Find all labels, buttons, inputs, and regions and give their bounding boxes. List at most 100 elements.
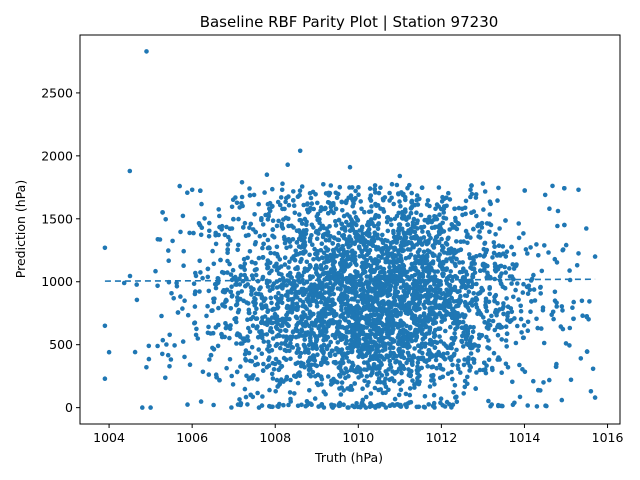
scatter-point (341, 225, 347, 230)
scatter-point (422, 394, 428, 399)
scatter-point (214, 281, 219, 287)
scatter-point (528, 245, 533, 250)
scatter-point (456, 358, 461, 364)
scatter-point (294, 283, 300, 288)
scatter-point (497, 307, 503, 312)
scatter-point (464, 293, 470, 299)
scatter-point (222, 232, 228, 238)
scatter-point (539, 326, 544, 331)
scatter-point (304, 259, 310, 265)
scatter-point (350, 360, 355, 366)
scatter-point (364, 394, 369, 400)
scatter-point (192, 291, 198, 297)
scatter-point (448, 324, 453, 330)
scatter-point (447, 273, 453, 279)
scatter-point (380, 309, 386, 314)
scatter-point (487, 212, 493, 217)
scatter-point (505, 365, 511, 370)
scatter-point (357, 253, 362, 259)
scatter-point (224, 224, 229, 230)
scatter-point (217, 377, 222, 383)
scatter-point (403, 197, 408, 203)
scatter-point (270, 227, 276, 232)
scatter-point (436, 349, 441, 355)
scatter-point (471, 226, 476, 232)
scatter-point (394, 313, 400, 319)
scatter-point (303, 312, 308, 318)
scatter-point (458, 370, 463, 375)
scatter-point (377, 289, 382, 295)
scatter-point (518, 316, 524, 322)
scatter-point (326, 193, 332, 198)
scatter-point (361, 288, 367, 294)
scatter-point (451, 320, 456, 326)
scatter-point (495, 253, 500, 258)
scatter-point (481, 268, 487, 273)
scatter-point (393, 288, 398, 294)
scatter-point (550, 183, 555, 189)
scatter-point (405, 247, 411, 252)
scatter-point (339, 307, 344, 313)
scatter-point (451, 353, 457, 358)
scatter-point (388, 336, 393, 342)
scatter-point (272, 251, 277, 256)
scatter-point (567, 325, 573, 331)
scatter-point (321, 333, 326, 339)
scatter-point (246, 376, 252, 382)
scatter-point (319, 241, 325, 246)
scatter-point (432, 274, 438, 279)
scatter-point (146, 356, 152, 362)
scatter-point (367, 357, 373, 363)
scatter-point (352, 254, 358, 259)
scatter-point (496, 402, 501, 408)
scatter-point (392, 403, 397, 408)
scatter-point (166, 258, 171, 264)
scatter-point (329, 402, 334, 408)
scatter-point (424, 358, 429, 363)
scatter-point (492, 327, 498, 333)
scatter-point (403, 391, 409, 397)
scatter-point (426, 348, 432, 353)
scatter-point (504, 296, 509, 301)
scatter-point (368, 372, 374, 378)
scatter-point (364, 274, 370, 279)
scatter-point (430, 403, 436, 409)
scatter-point (310, 369, 316, 375)
y-tick-label: 2500 (41, 85, 73, 100)
scatter-point (358, 405, 363, 410)
scatter-point (500, 403, 505, 409)
scatter-point (406, 367, 411, 372)
scatter-point (340, 208, 345, 213)
scatter-point (315, 217, 321, 223)
scatter-point (174, 280, 179, 286)
scatter-point (452, 261, 458, 267)
scatter-point (504, 344, 510, 349)
scatter-point (185, 312, 191, 318)
scatter-point (472, 270, 478, 275)
scatter-point (308, 373, 314, 379)
scatter-point (410, 378, 415, 383)
scatter-point (127, 273, 133, 279)
scatter-point (379, 362, 384, 367)
scatter-point (247, 249, 253, 254)
scatter-point (372, 385, 378, 391)
scatter-point (253, 300, 258, 306)
scatter-point (567, 268, 572, 273)
scatter-point (424, 217, 429, 223)
scatter-point (357, 366, 363, 371)
scatter-point (563, 242, 569, 248)
scatter-point (477, 335, 482, 341)
scatter-point (266, 339, 271, 345)
scatter-point (449, 405, 454, 410)
scatter-point (360, 397, 366, 403)
scatter-point (191, 281, 197, 287)
scatter-point (249, 259, 255, 265)
scatter-point (503, 324, 509, 330)
scatter-point (409, 235, 414, 241)
scatter-point (399, 354, 404, 360)
scatter-point (285, 216, 291, 222)
scatter-point (297, 192, 302, 198)
scatter-point (227, 335, 232, 341)
scatter-point (291, 203, 297, 208)
scatter-point (211, 402, 216, 408)
